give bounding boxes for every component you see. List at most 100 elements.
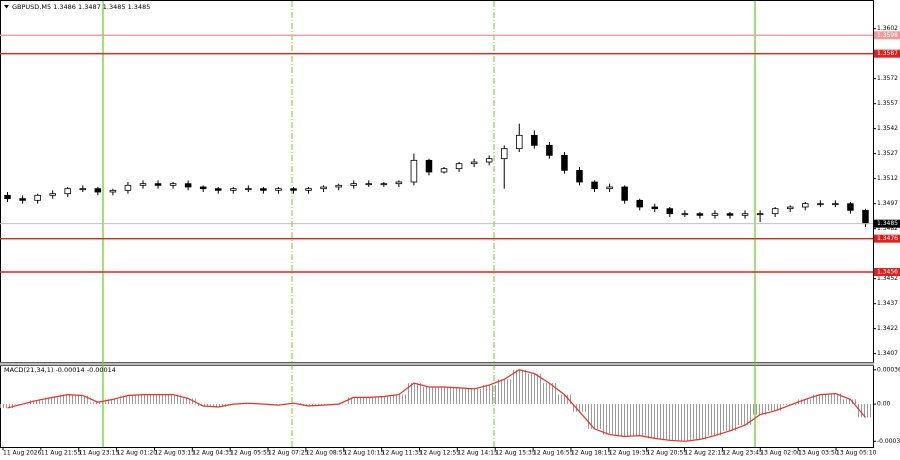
y-tick-label: 1.3452 [877, 275, 898, 282]
candle-body [275, 188, 282, 191]
macd-histogram-bar [752, 404, 768, 415]
bid-label: 1.3485 [877, 220, 898, 227]
x-tick-label: 12 Aug 23:45 [722, 450, 763, 457]
pane-separator [0, 362, 874, 366]
macd-histogram-bar [797, 399, 813, 405]
macd-histogram-bar [120, 395, 136, 405]
macd-histogram-bar [556, 394, 572, 405]
y-tick-label: 1.3482 [877, 225, 898, 232]
macd-histogram-bar [60, 394, 76, 405]
y-tick-label: 1.3527 [877, 150, 898, 157]
macd-histogram-bar [526, 373, 542, 405]
x-tick-label: 12 Aug 16:55 [533, 450, 574, 457]
y-tick-label: 1.3437 [877, 300, 898, 307]
macd-histogram-bar [647, 404, 663, 439]
candle-body [651, 206, 659, 210]
candle-body [139, 183, 147, 186]
symbol-menu-arrow[interactable] [4, 5, 9, 9]
level-label: 1.3598 [877, 32, 898, 39]
candle-body [771, 208, 779, 215]
y-tick-label: 1.3422 [877, 325, 898, 332]
candle-body [576, 169, 583, 183]
macd-y-tick-label: -0.00039 [877, 438, 900, 445]
macd-histogram-bar [361, 397, 377, 405]
x-tick-label: 13 Aug 03:50 [798, 450, 839, 457]
x-tick-label: 13 Aug 02:00 [760, 450, 801, 457]
macd-histogram-bar [90, 402, 106, 405]
x-tick-label: 12 Aug 03:15 [154, 450, 195, 457]
x-tick-label: 12 Aug 22:15 [685, 450, 726, 457]
x-tick-label: 12 Aug 12:55 [420, 450, 461, 457]
macd-signal-line [7, 369, 866, 442]
macd-histogram-bar [842, 399, 858, 405]
candle-body [425, 159, 433, 173]
macd-histogram-bar [436, 386, 452, 405]
x-tick-label: 12 Aug 20:55 [647, 450, 688, 457]
candle-body [500, 148, 508, 160]
macd-histogram-bar [662, 404, 678, 441]
candle-body [485, 158, 493, 163]
candle-body [531, 134, 538, 146]
level-label: 1.3456 [877, 269, 898, 276]
x-tick-label: 12 Aug 19:35 [609, 450, 650, 457]
candle-body [214, 188, 222, 191]
x-tick-label: 11 Aug 2026 [3, 450, 42, 457]
bid-label-bg [874, 219, 900, 228]
macd-histogram-bar [406, 383, 422, 405]
macd-histogram-bar [135, 394, 151, 405]
candle-body [832, 203, 839, 206]
candle-body [756, 213, 764, 216]
macd-histogram-bar [481, 385, 497, 405]
macd-histogram-bar [541, 383, 557, 405]
candle-body [169, 183, 177, 186]
x-tick-label: 12 Aug 01:20 [117, 450, 158, 457]
x-tick-label: 12 Aug 10:15 [344, 450, 385, 457]
macd-histogram-bar [587, 404, 603, 429]
candle-body [546, 144, 553, 156]
macd-histogram-bar [0, 404, 16, 408]
x-tick-label: 11 Aug 23:15 [79, 450, 120, 457]
macd-histogram-bar [451, 387, 467, 405]
candle-body [230, 188, 237, 191]
candle-body [290, 188, 297, 191]
candle-body [124, 184, 132, 191]
chart-title: GBPUSD,M5 1.3486 1.3487 1.3485 1.3485 [12, 3, 150, 11]
candle-body [470, 161, 478, 165]
candle-body [455, 163, 463, 170]
candle-body [681, 213, 689, 216]
candle-body [305, 188, 312, 191]
macd-histogram-bar [632, 404, 648, 436]
candle-body [34, 194, 41, 201]
x-tick-label: 12 Aug 18:15 [571, 450, 612, 457]
candle-body [847, 203, 854, 211]
candle-body [350, 183, 357, 186]
candle-body [94, 188, 102, 193]
macd-histogram-bar [857, 404, 873, 418]
macd-histogram-bar [75, 395, 91, 405]
x-tick-label: 12 Aug 15:35 [495, 450, 536, 457]
macd-histogram-bar [602, 404, 618, 435]
macd-histogram-bar [150, 394, 166, 405]
x-tick-label: 12 Aug 08:55 [306, 450, 347, 457]
candle-body [4, 194, 11, 200]
y-tick-label: 1.3497 [877, 200, 898, 207]
candle-body [621, 186, 628, 201]
macd-histogram-bar [376, 396, 392, 405]
x-tick-label: 12 Aug 11:35 [382, 450, 423, 457]
macd-y-tick-label: 0.00 [877, 401, 891, 408]
candle-body [410, 159, 418, 183]
macd-histogram-bar [105, 399, 121, 405]
macd-histogram-bar [30, 400, 46, 405]
x-tick-label: 12 Aug 14:15 [457, 450, 498, 457]
level-label-bg [874, 268, 900, 276]
x-tick-label: 12 Aug 05:55 [230, 450, 271, 457]
macd-histogram-bar [180, 398, 196, 405]
level-label-bg [874, 234, 900, 243]
candle-body [64, 188, 71, 195]
candle-body [711, 213, 719, 216]
candle-body [636, 199, 643, 208]
macd-histogram-bar [421, 386, 437, 405]
candle-body [49, 193, 56, 196]
